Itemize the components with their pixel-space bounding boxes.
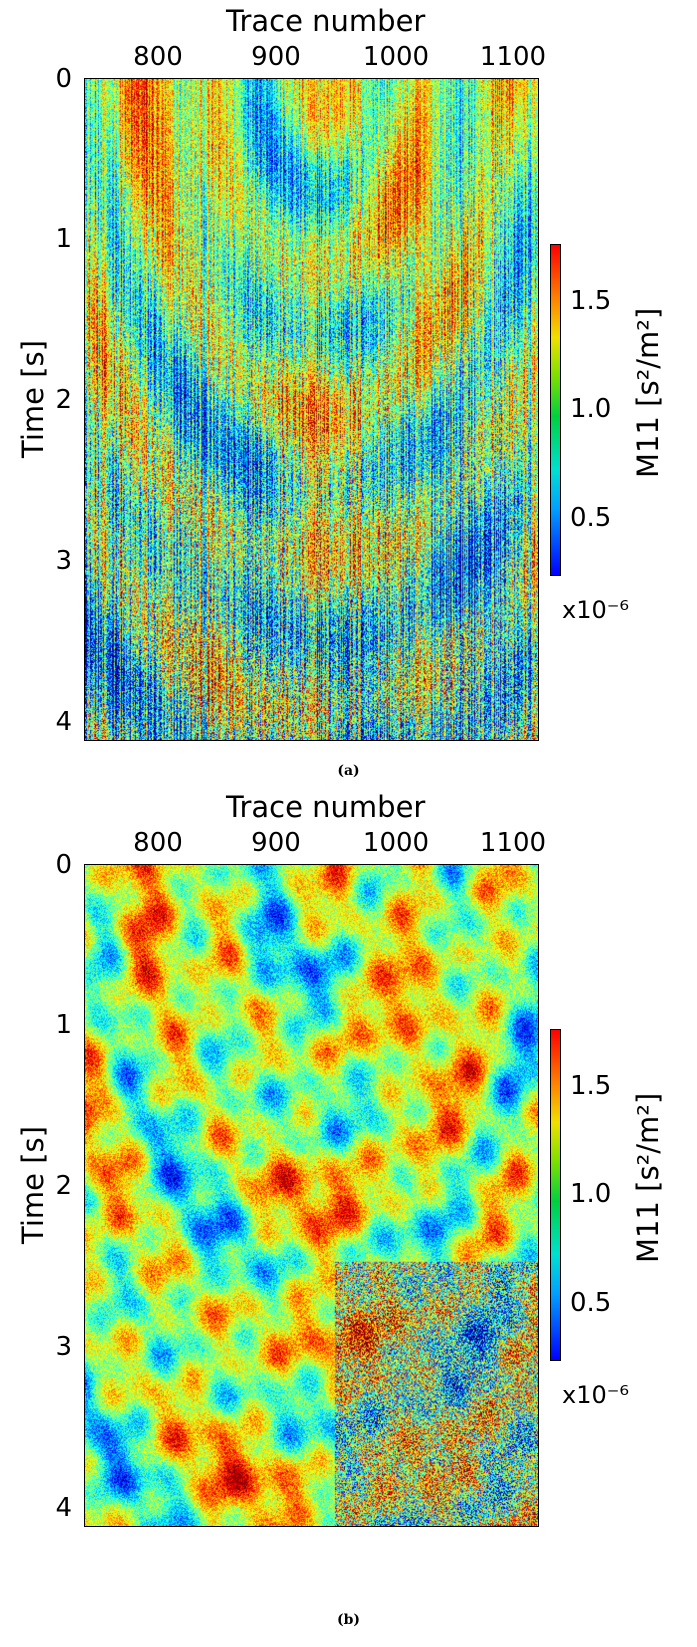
y-axis-title: Time [s] [16, 340, 50, 458]
colorbar-tick-label: 0.5 [570, 1288, 612, 1318]
colorbar-multiplier: x10⁻⁶ [562, 596, 630, 624]
x-axis-title: Trace number [226, 790, 426, 824]
panel-a: Trace number 800 900 1000 1100 0 1 2 3 4… [0, 0, 697, 823]
x-axis-title: Trace number [226, 4, 426, 38]
y-tick-label: 2 [55, 1171, 72, 1201]
y-tick-label: 0 [55, 64, 72, 94]
x-tick-label: 900 [251, 828, 301, 858]
y-tick-label: 1 [55, 1010, 72, 1040]
y-axis-title: Time [s] [16, 1126, 50, 1244]
colorbar-title: M11 [s²/m²] [631, 307, 665, 478]
x-tick-label: 1100 [479, 828, 547, 858]
heatmap-plot-area [84, 864, 539, 1527]
colorbar [550, 1029, 561, 1361]
y-tick-label: 1 [55, 224, 72, 254]
x-tick-label: 800 [133, 828, 183, 858]
colorbar-multiplier: x10⁻⁶ [562, 1381, 630, 1409]
x-tick-label: 1000 [362, 828, 430, 858]
heatmap-plot-area [84, 78, 539, 741]
panel-caption: (a) [337, 763, 360, 779]
y-tick-label: 3 [55, 1332, 72, 1362]
x-tick-label: 1000 [362, 42, 430, 72]
y-tick-label: 2 [55, 385, 72, 415]
heatmap-image [85, 865, 538, 1526]
y-tick-label: 3 [55, 546, 72, 576]
colorbar-title: M11 [s²/m²] [631, 1092, 665, 1263]
panel-caption: (b) [336, 1612, 361, 1628]
colorbar-tick-label: 0.5 [570, 503, 612, 533]
y-tick-label: 0 [55, 850, 72, 880]
colorbar-tick-label: 1.0 [570, 1179, 612, 1209]
colorbar-tick-label: 1.0 [570, 394, 612, 424]
x-tick-label: 1100 [479, 42, 547, 72]
x-tick-label: 800 [133, 42, 183, 72]
panel-b: Trace number 800 900 1000 1100 0 1 2 3 4… [0, 790, 697, 1646]
colorbar-tick-label: 1.5 [570, 1071, 612, 1101]
y-tick-label: 4 [55, 1493, 72, 1523]
x-tick-label: 900 [251, 42, 301, 72]
colorbar-tick-label: 1.5 [570, 286, 612, 316]
colorbar [550, 244, 561, 576]
y-tick-label: 4 [55, 707, 72, 737]
heatmap-image [85, 79, 538, 740]
